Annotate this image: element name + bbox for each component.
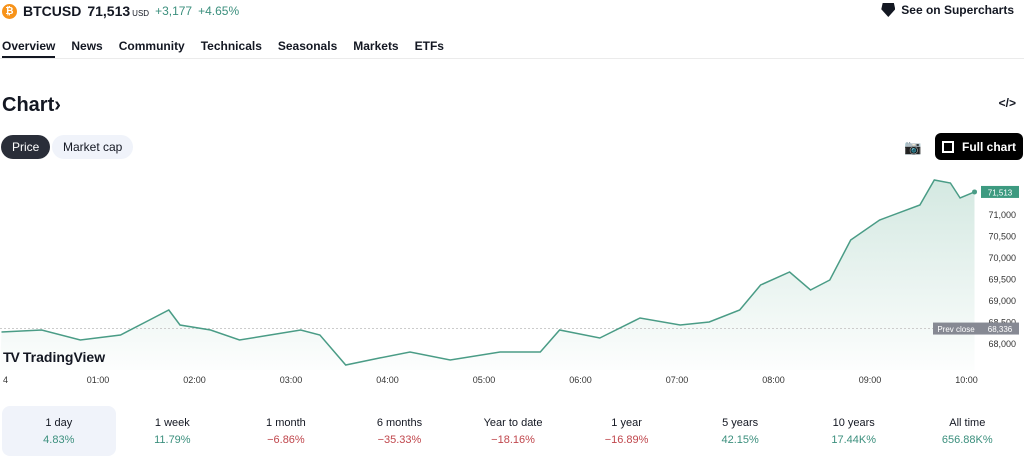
supercharts-label: See on Supercharts [901,3,1014,17]
period-change: 656.88K% [941,433,993,446]
period-change: 17.44K% [831,433,877,446]
last-price-dot [972,189,978,195]
chart-section-link[interactable]: Chart› [2,94,61,117]
tab-community[interactable]: Community [118,39,185,53]
symbol-header: ₿ BTCUSD 71,513 USD +3,177 +4.65% [2,3,239,19]
market-cap-toggle[interactable]: Market cap [52,135,134,159]
y-tick-label: 70,500 [988,232,1016,242]
tab-bar: Overview News Community Technicals Seaso… [2,39,444,59]
period-7[interactable]: 10 years 17.44K% [797,406,911,456]
period-4[interactable]: Year to date −18.16% [456,406,570,456]
period-3[interactable]: 6 months −35.33% [343,406,457,456]
prev-close-badge [933,322,1019,335]
y-tick-label: 71,000 [988,210,1016,220]
last-price-badge [981,185,1019,198]
y-tick-label: 68,500 [988,318,1016,328]
tab-etfs[interactable]: ETFs [414,39,444,53]
x-tick-label: 05:00 [473,375,496,385]
camera-icon[interactable]: 📷 [904,138,922,155]
y-tick-label: 69,500 [988,275,1016,285]
period-2[interactable]: 1 month −6.86% [229,406,343,456]
prev-close-label: Prev close [937,325,975,334]
last-price-label: 71,513 [988,188,1013,197]
change-pct: +4.65% [198,4,240,18]
y-tick-label: 70,000 [988,253,1016,263]
see-on-supercharts-link[interactable]: See on Supercharts [881,3,1014,17]
chevron-right-icon: › [54,94,61,116]
price-toggle[interactable]: Price [1,135,51,159]
brand-label: TradingView [22,349,106,365]
full-chart-button[interactable]: Full chart [935,133,1023,160]
period-label: 1 year [611,416,642,429]
period-label: 1 day [45,416,73,429]
section-title: Chart [2,94,55,116]
period-1[interactable]: 1 week 11.79% [116,406,230,456]
period-change: 4.83% [43,433,75,446]
x-tick-label: 04:00 [376,375,399,385]
fullscreen-icon [941,140,954,153]
x-tick-label: 09:00 [859,375,882,385]
tab-overview[interactable]: Overview [2,39,56,59]
tab-news[interactable]: News [71,39,103,53]
tradingview-icon: TV [3,349,20,365]
performance-bar: 1 day 4.83% 1 week 11.79% 1 month −6.86% 6 mon… [0,406,1024,456]
period-label: Year to date [483,416,543,429]
x-tick-label: 08:00 [762,375,785,385]
x-tick-label: 02:00 [183,375,206,385]
period-6[interactable]: 5 years 42.15% [683,406,797,456]
x-tick-label: 06:00 [569,375,592,385]
period-8[interactable]: All time 656.88K% [911,406,1024,456]
tab-markets[interactable]: Markets [353,39,399,53]
x-tick-label: 4 [3,375,8,385]
y-tick-label: 68,000 [988,339,1016,349]
period-label: 1 month [266,416,306,429]
tab-seasonals[interactable]: Seasonals [277,39,338,53]
supercharts-icon [881,3,896,17]
symbol: BTCUSD [23,3,82,19]
embed-code-button[interactable]: </> [998,96,1016,110]
period-change: −18.16% [491,433,535,446]
period-5[interactable]: 1 year −16.89% [570,406,684,456]
period-change: −35.33% [377,433,422,446]
period-label: 5 years [722,416,759,429]
period-change: 11.79% [154,433,191,446]
period-label: 6 months [376,416,423,429]
y-tick-label: 69,000 [988,296,1016,306]
bitcoin-icon: ₿ [2,3,17,19]
x-tick-label: 10:00 [955,375,978,385]
tradingview-logo: TV TradingView [3,349,105,365]
period-label: 10 years [832,416,875,429]
full-chart-label: Full chart [961,139,1016,154]
period-change: −16.89% [604,433,649,446]
price-chart[interactable]: 71,000 70,500 70,000 69,500 69,000 68,500 68,0… [0,165,1024,395]
tab-technicals[interactable]: Technicals [200,39,262,53]
x-tick-label: 03:00 [280,375,303,385]
divider [0,58,1024,59]
period-change: 42.15% [721,433,759,446]
price-area [0,180,975,370]
price: 71,513 [87,3,131,19]
x-tick-label: 07:00 [666,375,689,385]
period-label: 1 week [154,416,190,429]
period-0[interactable]: 1 day 4.83% [2,406,116,456]
change: +3,177 [155,4,193,18]
prev-close-value: 68,336 [988,325,1013,334]
x-tick-label: 01:00 [87,375,110,385]
period-change: −6.86% [267,433,305,446]
currency: USD [132,8,150,18]
period-label: All time [949,416,986,429]
